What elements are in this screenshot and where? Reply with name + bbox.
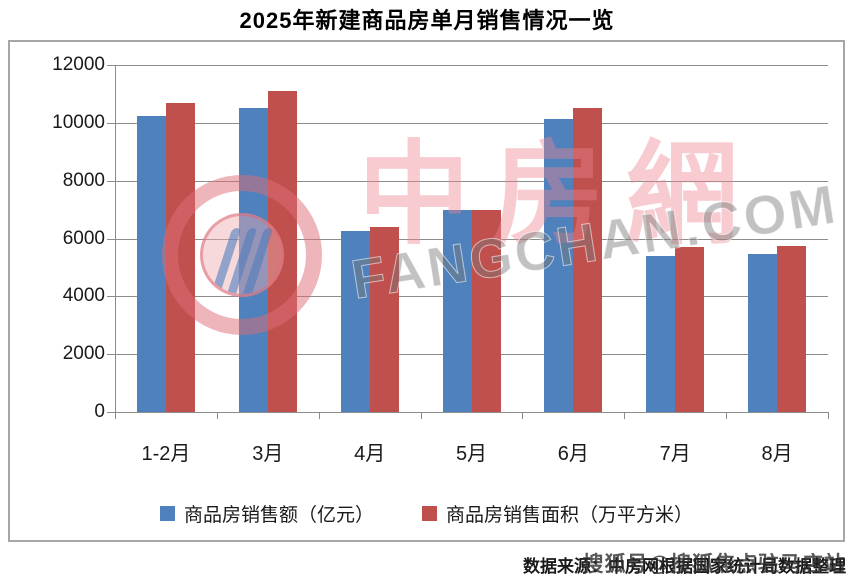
bar: [573, 108, 603, 412]
bar-group: [522, 65, 624, 412]
y-tick-mark: [107, 354, 115, 356]
y-tick-label: 10000: [52, 111, 105, 133]
y-tick-mark: [107, 238, 115, 240]
gridline: [115, 65, 828, 66]
bar: [340, 231, 370, 412]
x-tick-label: 3月: [252, 443, 284, 465]
bar-group: [421, 65, 523, 412]
bar-group: [726, 65, 828, 412]
y-tick-mark: [107, 122, 115, 124]
x-tick-mark: [522, 412, 524, 419]
y-tick-mark: [107, 296, 115, 298]
chart-title: 2025年新建商品房单月销售情况一览: [239, 8, 615, 33]
bar: [369, 226, 399, 412]
legend-item-sales-amount: 商品房销售额（亿元）: [159, 500, 374, 527]
x-tick-mark: [624, 412, 626, 419]
bar-group: [217, 65, 319, 412]
bar-group: [319, 65, 421, 412]
plot-area: [115, 65, 828, 413]
y-tick-label: 6000: [62, 227, 105, 249]
bar: [165, 102, 195, 412]
y-tick-label: 0: [94, 401, 105, 422]
bar: [675, 247, 705, 412]
y-tick-label: 8000: [62, 169, 105, 191]
y-tick-label: 2000: [62, 343, 105, 365]
bar: [748, 254, 778, 412]
legend-swatch-blue-icon: [159, 506, 175, 521]
y-tick-mark: [107, 412, 115, 413]
bar: [238, 108, 268, 412]
x-tick-mark: [216, 412, 218, 419]
legend-item-sales-area: 商品房销售面积（万平方米）: [422, 500, 693, 527]
bar-group: [115, 65, 217, 412]
x-tick-mark: [420, 412, 422, 419]
x-tick-label: 7月: [659, 443, 691, 465]
gridline: [115, 412, 828, 413]
legend-label-sales-amount: 商品房销售额（亿元）: [183, 505, 374, 526]
bar: [136, 115, 166, 412]
bar-group: [624, 65, 726, 412]
data-source-text: 数据来源：中房网根据国家统计局数据整理: [523, 557, 846, 576]
x-tick-mark: [318, 412, 320, 419]
x-tick-label: 5月: [455, 443, 488, 465]
x-tick-mark: [726, 412, 728, 419]
x-tick-label: 6月: [557, 443, 589, 465]
bar: [646, 255, 676, 412]
legend-swatch-red-icon: [422, 506, 437, 521]
legend-label-sales-area: 商品房销售面积（万平方米）: [446, 505, 694, 526]
y-tick-mark: [107, 180, 115, 182]
bar: [267, 91, 297, 412]
chart-container: 12000 10000 8000 6000 4000 2000 0 1-2月 3月 4月 5月 6月…: [8, 40, 845, 542]
bar: [544, 118, 574, 412]
watermark-overlay-text: 搜狐号@搜狐焦点驻马店站: [582, 553, 846, 576]
x-tick-mark: [828, 412, 829, 419]
x-tick-label: 8月: [761, 443, 793, 465]
legend: 商品房销售额（亿元） 商品房销售面积（万平方米）: [10, 500, 843, 527]
gridline: [115, 122, 828, 124]
bar: [777, 245, 807, 412]
x-tick-label: 1-2月: [141, 443, 191, 465]
y-tick-label: 4000: [62, 285, 105, 307]
gridline: [115, 180, 828, 182]
x-tick-mark: [115, 412, 116, 419]
x-axis-labels: 1-2月 3月 4月 5月 6月 7月 8月: [115, 437, 828, 466]
y-axis-line: [115, 65, 116, 418]
bar: [471, 209, 501, 412]
y-tick-mark: [107, 65, 115, 66]
y-tick-label: 12000: [52, 54, 105, 75]
x-tick-label: 4月: [354, 443, 386, 465]
bar: [442, 209, 472, 412]
bar-groups: [115, 65, 828, 412]
